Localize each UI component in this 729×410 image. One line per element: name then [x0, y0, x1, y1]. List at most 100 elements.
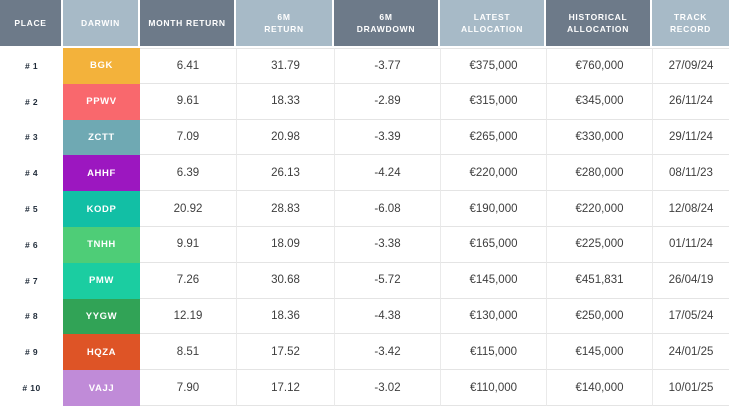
- historical-allocation-cell: €250,000: [546, 298, 652, 335]
- historical-allocation-cell: €145,000: [546, 334, 652, 371]
- darwin-ticker-cell[interactable]: AHHF: [63, 155, 140, 192]
- six-month-drawdown-cell: -3.02: [334, 370, 440, 406]
- latest-allocation-cell: €165,000: [440, 226, 546, 263]
- six-month-return-cell: 30.68: [236, 262, 334, 299]
- column-header-label: MONTH RETURN: [148, 17, 226, 28]
- darwin-ticker-cell[interactable]: PPWV: [63, 83, 140, 120]
- darwin-ticker-cell[interactable]: TNHH: [63, 226, 140, 263]
- track-record-cell: 17/05/24: [652, 298, 729, 335]
- darwin-ticker-cell[interactable]: VAJJ: [63, 370, 140, 406]
- latest-allocation-cell: €115,000: [440, 334, 546, 371]
- table-row: # 3 ZCTT 7.09 20.98 -3.39 €265,000 €330,000 29/…: [0, 119, 729, 156]
- six-month-drawdown-cell: -4.24: [334, 155, 440, 192]
- month-return-cell: 9.61: [140, 83, 236, 120]
- column-header-label: ALLOCATION: [460, 24, 524, 34]
- six-month-return-cell: 26.13: [236, 155, 334, 192]
- latest-allocation-cell: €110,000: [440, 370, 546, 406]
- darwin-ticker-cell[interactable]: KODP: [63, 191, 140, 227]
- table-row: # 1 BGK 6.41 31.79 -3.77 €375,000 €760,000 27/0…: [0, 48, 729, 84]
- column-header-label: RETURN: [264, 24, 304, 34]
- month-return-cell: 7.26: [140, 262, 236, 299]
- place-cell: # 5: [0, 191, 63, 227]
- table-row: # 6 TNHH 9.91 18.09 -3.38 €165,000 €225,000 01/…: [0, 226, 729, 263]
- table-header-row: PLACE DARWIN MONTH RETURN 6M RETURN 6M DRAWDOW…: [0, 0, 729, 48]
- latest-allocation-cell: €190,000: [440, 191, 546, 227]
- column-header-place: PLACE: [0, 0, 63, 48]
- table-row: # 4 AHHF 6.39 26.13 -4.24 €220,000 €280,000 08/…: [0, 155, 729, 192]
- latest-allocation-cell: €265,000: [440, 119, 546, 156]
- darwin-ticker-cell[interactable]: BGK: [63, 48, 140, 84]
- place-cell: # 4: [0, 155, 63, 192]
- track-record-cell: 29/11/24: [652, 119, 729, 156]
- place-cell: # 1: [0, 48, 63, 84]
- latest-allocation-cell: €145,000: [440, 262, 546, 299]
- column-header-six-m-return: 6M RETURN: [236, 0, 334, 48]
- column-header-label: DRAWDOWN: [356, 24, 416, 34]
- six-month-return-cell: 31.79: [236, 48, 334, 84]
- six-month-drawdown-cell: -3.77: [334, 48, 440, 84]
- track-record-cell: 26/04/19: [652, 262, 729, 299]
- latest-allocation-cell: €130,000: [440, 298, 546, 335]
- place-cell: # 8: [0, 298, 63, 335]
- darwin-ticker-cell[interactable]: ZCTT: [63, 119, 140, 156]
- column-header-six-m-drawdown: 6M DRAWDOWN: [334, 0, 440, 48]
- table-body: # 1 BGK 6.41 31.79 -3.77 €375,000 €760,000 27/0…: [0, 48, 729, 406]
- month-return-cell: 12.19: [140, 298, 236, 335]
- six-month-drawdown-cell: -3.38: [334, 226, 440, 263]
- track-record-cell: 08/11/23: [652, 155, 729, 192]
- track-record-cell: 24/01/25: [652, 334, 729, 371]
- six-month-drawdown-cell: -2.89: [334, 83, 440, 120]
- historical-allocation-cell: €220,000: [546, 191, 652, 227]
- column-header-label: RECORD: [669, 24, 712, 34]
- darwin-ticker-cell[interactable]: PMW: [63, 262, 140, 299]
- six-month-return-cell: 17.52: [236, 334, 334, 371]
- month-return-cell: 7.90: [140, 370, 236, 406]
- historical-allocation-cell: €140,000: [546, 370, 652, 406]
- place-cell: # 7: [0, 262, 63, 299]
- place-cell: # 3: [0, 119, 63, 156]
- track-record-cell: 12/08/24: [652, 191, 729, 227]
- six-month-return-cell: 18.09: [236, 226, 334, 263]
- place-cell: # 2: [0, 83, 63, 120]
- historical-allocation-cell: €451,831: [546, 262, 652, 299]
- column-header-historical-allocation: HISTORICAL ALLOCATION: [546, 0, 652, 48]
- table-row: # 8 YYGW 12.19 18.36 -4.38 €130,000 €250,000 17…: [0, 298, 729, 335]
- six-month-drawdown-cell: -6.08: [334, 191, 440, 227]
- month-return-cell: 9.91: [140, 226, 236, 263]
- table-row: # 7 PMW 7.26 30.68 -5.72 €145,000 €451,831 26/0…: [0, 262, 729, 299]
- historical-allocation-cell: €280,000: [546, 155, 652, 192]
- darwin-ticker-cell[interactable]: YYGW: [63, 298, 140, 335]
- month-return-cell: 6.41: [140, 48, 236, 84]
- table-row: # 5 KODP 20.92 28.83 -6.08 €190,000 €220,000 12…: [0, 191, 729, 227]
- place-cell: # 10: [0, 370, 63, 406]
- historical-allocation-cell: €760,000: [546, 48, 652, 84]
- track-record-cell: 01/11/24: [652, 226, 729, 263]
- column-header-label: LATEST: [473, 11, 511, 22]
- track-record-cell: 26/11/24: [652, 83, 729, 120]
- place-cell: # 9: [0, 334, 63, 371]
- six-month-return-cell: 18.33: [236, 83, 334, 120]
- column-header-label: HISTORICAL: [568, 11, 628, 22]
- track-record-cell: 27/09/24: [652, 48, 729, 84]
- historical-allocation-cell: €225,000: [546, 226, 652, 263]
- month-return-cell: 20.92: [140, 191, 236, 227]
- column-header-latest-allocation: LATEST ALLOCATION: [440, 0, 546, 48]
- historical-allocation-cell: €330,000: [546, 119, 652, 156]
- month-return-cell: 7.09: [140, 119, 236, 156]
- month-return-cell: 8.51: [140, 334, 236, 371]
- table-row: # 2 PPWV 9.61 18.33 -2.89 €315,000 €345,000 26/…: [0, 83, 729, 120]
- six-month-return-cell: 17.12: [236, 370, 334, 406]
- track-record-cell: 10/01/25: [652, 370, 729, 406]
- column-header-track-record: TRACK RECORD: [652, 0, 729, 48]
- latest-allocation-cell: €220,000: [440, 155, 546, 192]
- column-header-label: 6M: [379, 11, 393, 22]
- place-cell: # 6: [0, 226, 63, 263]
- six-month-drawdown-cell: -5.72: [334, 262, 440, 299]
- six-month-return-cell: 20.98: [236, 119, 334, 156]
- column-header-month-return: MONTH RETURN: [140, 0, 236, 48]
- column-header-label: PLACE: [14, 17, 47, 28]
- column-header-darwin: DARWIN: [63, 0, 140, 48]
- darwin-ticker-cell[interactable]: HQZA: [63, 334, 140, 371]
- table-row: # 10 VAJJ 7.90 17.12 -3.02 €110,000 €140,000 10…: [0, 370, 729, 406]
